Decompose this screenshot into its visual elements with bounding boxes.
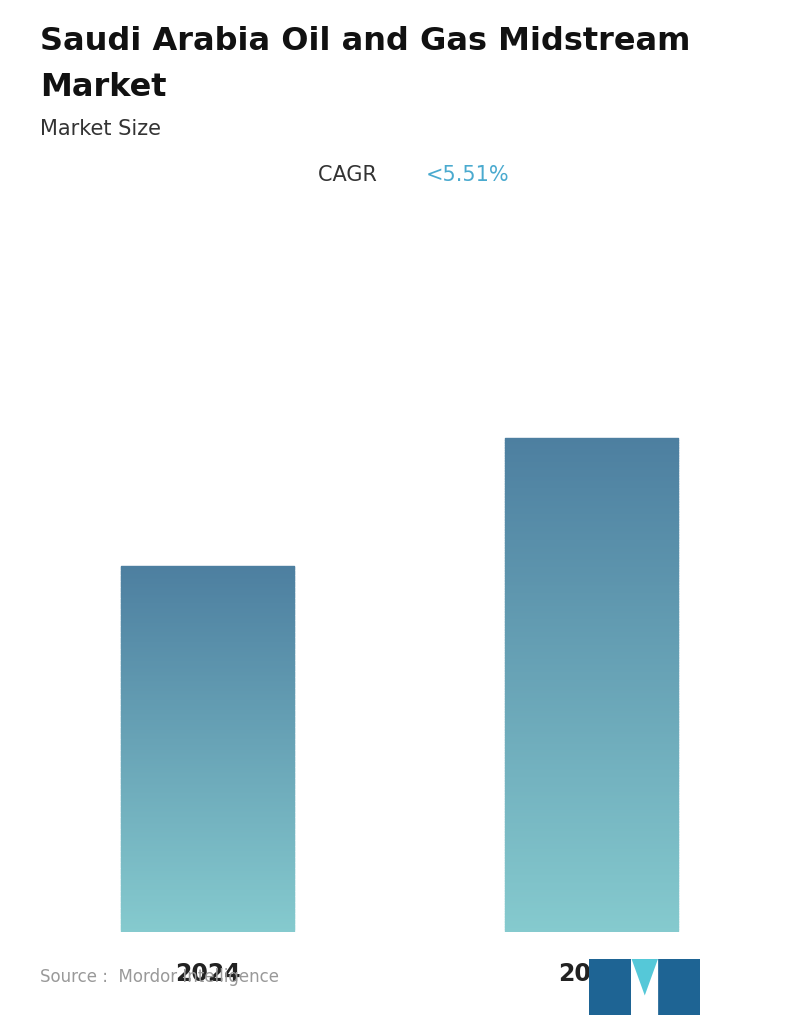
- Text: 2029: 2029: [559, 963, 624, 986]
- Text: 2024: 2024: [175, 963, 240, 986]
- Text: Saudi Arabia Oil and Gas Midstream: Saudi Arabia Oil and Gas Midstream: [40, 26, 690, 57]
- Text: <5.51%: <5.51%: [426, 165, 509, 185]
- Polygon shape: [658, 959, 700, 1015]
- Text: Market: Market: [40, 72, 166, 103]
- Text: Market Size: Market Size: [40, 119, 161, 139]
- Polygon shape: [631, 959, 658, 1015]
- Text: CAGR: CAGR: [318, 165, 384, 185]
- Text: Source :  Mordor Intelligence: Source : Mordor Intelligence: [40, 968, 279, 986]
- Polygon shape: [589, 959, 631, 1015]
- Polygon shape: [631, 959, 658, 996]
